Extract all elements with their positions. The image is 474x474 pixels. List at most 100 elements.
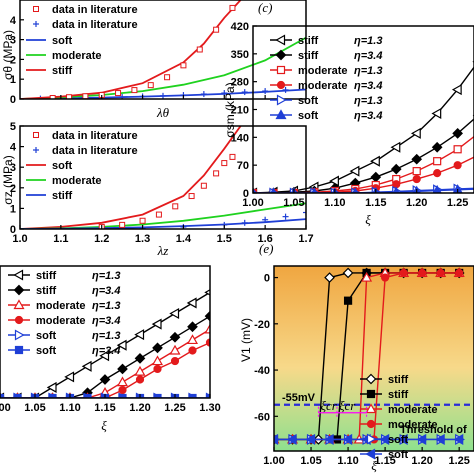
x-tick-label: 1.4 <box>176 233 192 245</box>
y-tick-label: 0 <box>243 188 249 200</box>
x-tick-label: 1.7 <box>298 233 313 245</box>
legend-label: soft <box>298 110 319 122</box>
x-tick-label: 1.10 <box>59 402 80 414</box>
data-point <box>135 375 145 384</box>
legend-eta: η=1.3 <box>354 95 382 107</box>
x-axis-label: ξ <box>365 212 371 227</box>
data-point <box>13 393 22 398</box>
data-point <box>229 153 236 160</box>
data-point <box>366 419 376 429</box>
data-point <box>432 184 442 193</box>
data-point <box>397 433 408 445</box>
x-tick-label: 1.00 <box>263 455 284 467</box>
legend-label: stiff <box>388 374 409 386</box>
data-point <box>186 334 199 345</box>
data-point <box>221 160 228 167</box>
panel-a-legend: data in literature data in literature soft… <box>26 4 138 77</box>
legend-label: soft <box>298 95 319 107</box>
data-point <box>14 315 24 325</box>
data-point <box>115 90 122 97</box>
panel-label-e: (e) <box>259 241 273 256</box>
y-tick-label: 3 <box>10 162 16 174</box>
x-tick-label: 1.25 <box>447 197 468 209</box>
legend-label: data in literature <box>52 19 138 31</box>
y-axis-label: V1 (mV) <box>239 318 253 362</box>
legend-eta: η=1.3 <box>92 270 120 282</box>
x-tick-label: 1.6 <box>257 233 272 245</box>
data-point <box>412 174 421 184</box>
legend-eta: η=3.4 <box>354 80 382 92</box>
legend-label: moderate <box>52 175 102 187</box>
data-point <box>164 74 171 81</box>
y-axis-label: σz (MPa) <box>1 155 15 204</box>
legend-eta: η=3.4 <box>354 110 382 122</box>
x-axis-label: ξ <box>101 418 107 433</box>
data-point <box>49 95 56 99</box>
y-tick-label: 4 <box>10 142 17 154</box>
x-tick-label: 1.0 <box>12 233 27 245</box>
data-point <box>170 356 180 366</box>
data-point <box>204 310 210 322</box>
data-point <box>361 271 373 282</box>
legend-label: moderate <box>52 50 102 62</box>
data-point <box>366 389 376 399</box>
y-tick-label: 140 <box>231 132 249 144</box>
y-axis-label: σθ (MPa) <box>1 30 15 80</box>
curve-soft <box>20 126 242 229</box>
data-point <box>451 84 462 96</box>
panel-e-background <box>274 266 474 451</box>
data-point <box>131 87 138 94</box>
x-tick-label: 1.00 <box>0 402 11 414</box>
data-point <box>342 267 354 279</box>
legend-label: moderate <box>36 300 86 312</box>
x-tick-label: 1.3 <box>135 233 150 245</box>
y-tick-label: 2 <box>10 54 16 66</box>
data-point <box>453 433 464 445</box>
legend-label: stiff <box>52 65 73 77</box>
x-tick-label: 1.15 <box>94 402 115 414</box>
legend-label: moderate <box>388 404 438 416</box>
data-point <box>13 299 25 310</box>
data-point <box>213 170 220 177</box>
data-point <box>64 371 75 383</box>
data-point <box>116 339 127 351</box>
legend-eta: η=3.4 <box>92 345 120 357</box>
legend-eta: η=3.4 <box>92 315 120 327</box>
data-point <box>343 296 353 305</box>
x-tick-label: 1.10 <box>337 455 358 467</box>
y-tick-label: 4 <box>10 15 17 27</box>
panel-b-frame <box>19 125 307 230</box>
x-tick-label: 1.20 <box>129 402 150 414</box>
data-point <box>453 145 462 154</box>
data-point <box>196 46 203 53</box>
data-point <box>274 433 279 445</box>
legend-label: soft <box>52 35 73 47</box>
data-point <box>434 433 445 445</box>
legend-label: soft <box>388 434 409 446</box>
x-tick-label: 1.05 <box>300 455 321 467</box>
data-point <box>349 165 360 177</box>
data-point <box>381 273 390 282</box>
data-point <box>153 393 162 398</box>
data-point <box>147 82 154 89</box>
data-point <box>412 167 421 176</box>
data-point <box>379 433 390 445</box>
data-point <box>82 93 89 99</box>
data-point <box>151 318 162 330</box>
legend-eta: η=1.3 <box>354 35 382 47</box>
y-tick-label: -40 <box>254 365 270 377</box>
data-point <box>286 433 297 445</box>
data-point <box>205 338 210 347</box>
data-point <box>13 284 25 296</box>
data-point <box>305 433 316 445</box>
panel-c-legend: stiff η=1.3 stiff η=3.4 moderate η=1.3 moderat… <box>270 34 382 122</box>
data-point <box>83 393 92 398</box>
y-tick-label: 350 <box>231 49 249 61</box>
data-point <box>416 433 427 445</box>
legend-eta: η=3.4 <box>354 50 382 62</box>
series-line <box>253 118 474 193</box>
data-point <box>134 365 146 376</box>
data-point <box>186 297 197 309</box>
legend-label: data in literature <box>52 145 138 157</box>
data-point <box>390 141 401 153</box>
